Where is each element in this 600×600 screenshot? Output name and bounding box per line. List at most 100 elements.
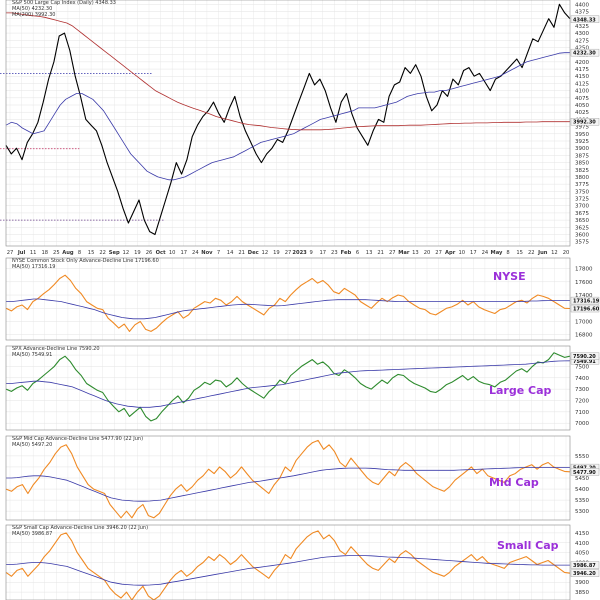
mid-legend-title: S&P Mid Cap Advance-Decline Line 5477.90… <box>12 436 143 442</box>
nyse-y-tick-label: 17800 <box>575 267 593 273</box>
x-axis-tick-label: 13 <box>412 250 419 256</box>
price-y-tick-label: 3900 <box>575 146 589 152</box>
price-legend-ma50: MA(50) 4232.30 <box>12 6 52 12</box>
small-y-tick-label: 4150 <box>575 531 589 537</box>
price-value-tag-text: 4348.33 <box>573 17 596 23</box>
x-axis-tick-label: 19 <box>134 250 141 256</box>
small-value-tag-text: 3986.87 <box>573 563 596 569</box>
x-axis-tick-label: 17 <box>470 250 477 256</box>
mid-panel-frame <box>5 435 571 521</box>
x-axis-tick-label: 10 <box>169 250 176 256</box>
nyse-y-tick-label: 17400 <box>575 293 593 299</box>
nyse-panel-frame <box>5 257 571 341</box>
nyse-value-tag-text: 17316.19 <box>573 299 600 305</box>
x-axis-tick-label: 17 <box>319 250 326 256</box>
x-axis-tick-label: Dec <box>248 250 259 256</box>
price-y-tick-label: 3575 <box>575 240 589 246</box>
small-value-tag-text: 3946.20 <box>573 571 596 577</box>
price-y-tick-label: 4075 <box>575 96 589 102</box>
price-y-tick-label: 3975 <box>575 125 589 131</box>
mid-cap-panel-label: Mid Cap <box>489 476 539 489</box>
price-series-line-2 <box>6 12 570 131</box>
price-y-tick-label: 3700 <box>575 204 589 210</box>
price-y-tick-label: 4125 <box>575 81 589 87</box>
large-value-tag-box <box>570 352 600 360</box>
price-value-tag: 3992.30 <box>570 118 600 126</box>
x-axis-tick-label: 22 <box>528 250 535 256</box>
large-series-line-1 <box>6 360 571 408</box>
x-axis-tick-label: Mar <box>398 250 410 256</box>
nyse-value-tag-text: 17196.60 <box>573 307 600 313</box>
large-y-tick-label: 7300 <box>575 387 589 393</box>
x-axis-tick-label: 19 <box>273 250 280 256</box>
x-axis-tick-label: 26 <box>146 250 153 256</box>
price-legend-ma200: MA(200) 3992.30 <box>12 12 55 18</box>
x-axis-tick-label: 17 <box>180 250 187 256</box>
price-value-tag-box <box>570 118 600 126</box>
price-y-tick-label: 3750 <box>575 189 589 195</box>
mid-value-tag: 5477.90 <box>570 468 600 476</box>
price-y-tick-label: 3775 <box>575 182 589 188</box>
x-axis-tick-label: 25 <box>53 250 60 256</box>
large-legend-title: SPX Advance-Decline Line 7590.20 <box>12 346 100 352</box>
x-axis-tick-label: 23 <box>331 250 338 256</box>
nyse-value-tag-box <box>570 304 600 313</box>
large-legend-ma: MA(50) 7549.91 <box>12 352 52 358</box>
price-y-tick-label: 4300 <box>575 31 589 37</box>
mid-y-tick-label: 5400 <box>575 487 589 493</box>
x-axis-tick-label: 6 <box>356 250 359 256</box>
nyse-y-tick-label: 17600 <box>575 280 593 286</box>
x-axis-tick-label: Jun <box>537 250 548 256</box>
price-series-line-1 <box>5 52 570 181</box>
large-y-tick-label: 7100 <box>575 410 589 416</box>
price-legend-title: S&P 500 Large Cap Index (Daily) 4348.33 <box>12 0 116 6</box>
small-panel-frame <box>5 524 571 600</box>
price-y-tick-label: 4025 <box>575 110 589 116</box>
small-y-tick-label: 3900 <box>575 580 589 586</box>
price-y-tick-label: 4325 <box>575 24 589 30</box>
nyse-legend-ma: MA(50) 17316.19 <box>12 264 55 270</box>
price-y-tick-label: 3875 <box>575 153 589 159</box>
frame-layer <box>5 0 571 600</box>
small-value-tag-box <box>570 561 600 569</box>
nyse-legend-title: NYSE Common Stock Only Advance-Decline L… <box>12 258 159 264</box>
x-axis-tick-label: 2023 <box>292 250 307 256</box>
x-axis-tick-label: 24 <box>192 250 199 256</box>
mid-y-tick-label: 5550 <box>575 454 589 460</box>
mid-value-tag-text: 5477.90 <box>573 470 596 476</box>
x-axis-tick-label: 12 <box>551 250 558 256</box>
small-legend-title: S&P Small Cap Advance-Decline Line 3946.… <box>12 525 148 531</box>
price-y-tick-label: 4250 <box>575 45 589 51</box>
large-y-tick-label: 7200 <box>575 398 589 404</box>
price-y-tick-label: 4050 <box>575 103 589 109</box>
price-y-tick-label: 4400 <box>575 2 589 8</box>
price-y-tick-label: 3925 <box>575 139 589 145</box>
large-y-tick-label: 7400 <box>575 376 589 382</box>
large-value-tag-text: 7590.20 <box>573 354 596 360</box>
price-value-tag: 4348.33 <box>570 15 600 23</box>
large-y-tick-label: 7000 <box>575 421 589 427</box>
x-axis-tick-label: 12 <box>123 250 130 256</box>
x-axis-tick-label: 15 <box>516 250 523 256</box>
price-y-tick-label: 4175 <box>575 67 589 73</box>
x-axis-tick-label: 10 <box>458 250 465 256</box>
price-y-tick-label: 3800 <box>575 175 589 181</box>
large-y-tick-label: 7500 <box>575 364 589 370</box>
price-y-tick-label: 3675 <box>575 211 589 217</box>
x-axis-tick-label: 27 <box>285 250 292 256</box>
price-value-tag-text: 3992.30 <box>573 120 596 126</box>
x-axis-tick-label: 21 <box>238 250 245 256</box>
x-axis-tick-label: 22 <box>99 250 106 256</box>
x-axis-tick-label: 20 <box>563 250 570 256</box>
large-series-line-0 <box>5 352 571 422</box>
price-y-tick-label: 4375 <box>575 10 589 16</box>
x-axis-tick-label: Jul <box>17 250 26 256</box>
small-value-tag: 3986.87 <box>570 561 600 569</box>
x-axis-tick-label: 21 <box>377 250 384 256</box>
x-axis-tick-label: 15 <box>88 250 95 256</box>
small-cap-panel-label: Small Cap <box>497 539 559 552</box>
small-series-line-0 <box>5 530 571 600</box>
nyse-panel-label: NYSE <box>493 270 526 283</box>
